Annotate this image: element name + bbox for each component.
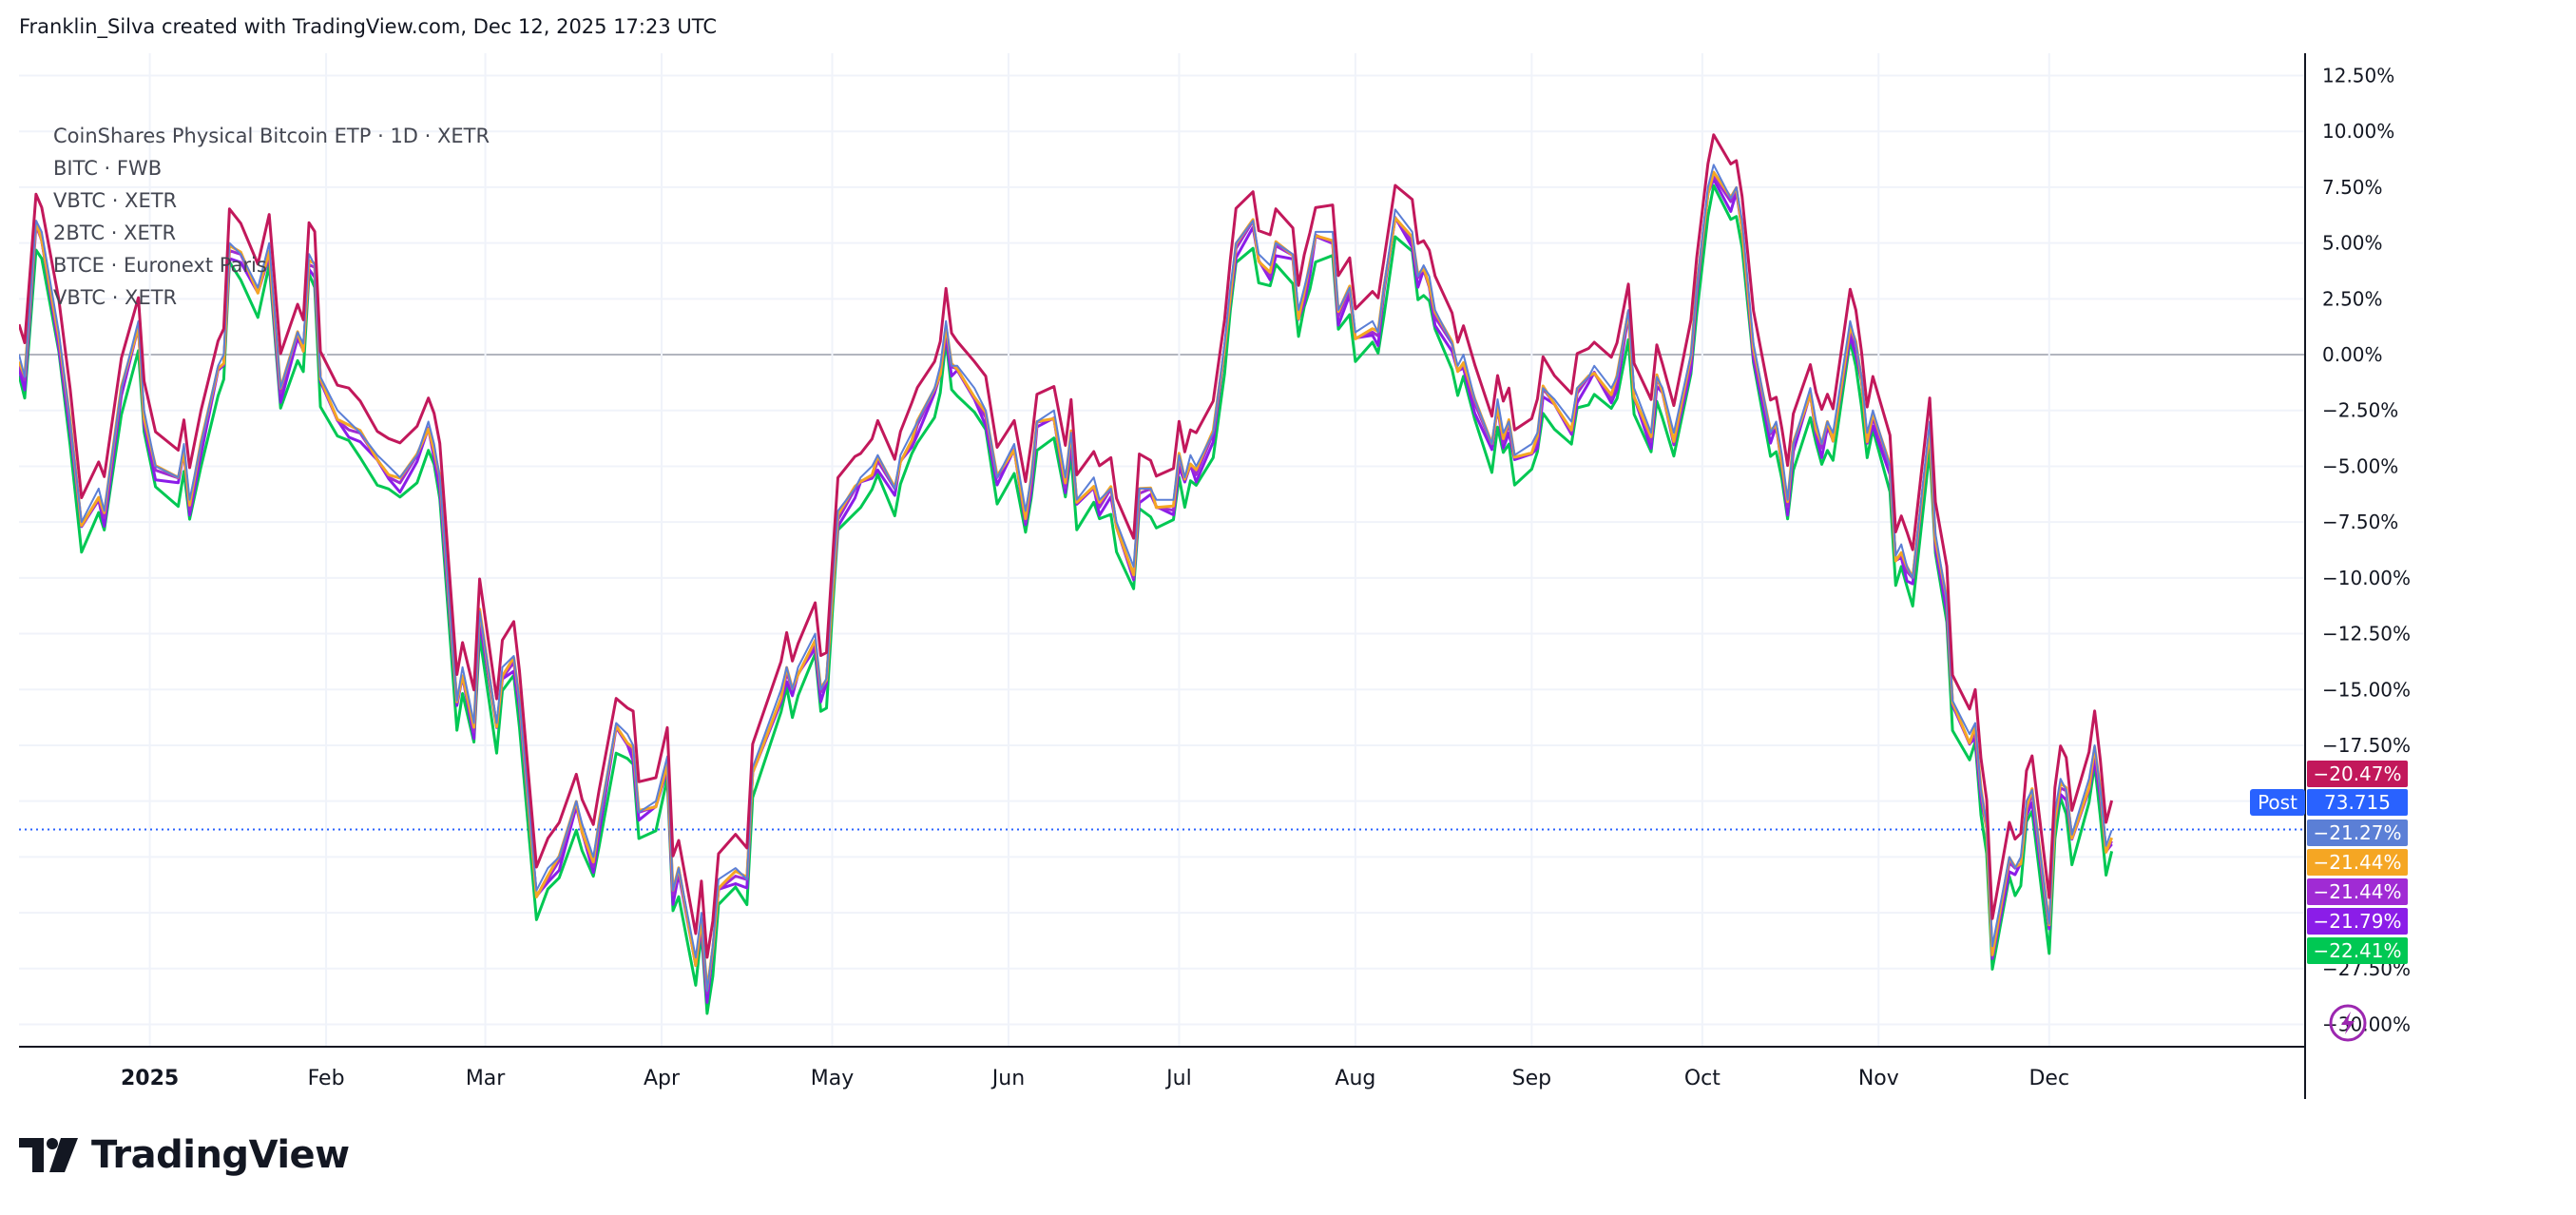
last-value-label: −20.47% (2313, 762, 2401, 785)
legend-item-vbtc[interactable]: VBTC · XETR (53, 189, 178, 212)
y-tick-label: −12.50% (2322, 623, 2411, 646)
y-tick-label: −2.50% (2322, 399, 2398, 422)
y-tick-label: 2.50% (2322, 287, 2383, 310)
axes: 12.50% 10.00% 7.50% 5.00% 2.50% 0.00% −2.50% −5… (19, 53, 2411, 1099)
x-tick-label: Mar (466, 1067, 506, 1090)
y-tick-label: −30.00% (2322, 1013, 2411, 1036)
post-badge (2250, 789, 2305, 816)
x-tick-label: 2025 (121, 1067, 179, 1090)
series-line-2btc (19, 183, 2114, 1015)
y-tick-label: 12.50% (2322, 64, 2394, 87)
x-tick-label: Oct (1684, 1067, 1721, 1090)
y-tick-label: −17.50% (2322, 734, 2411, 757)
lightning-icon[interactable] (2329, 1004, 2367, 1042)
y-tick-label: 0.00% (2322, 343, 2383, 366)
post-value-label: 73.715 (2324, 791, 2391, 814)
y-tick-label: −5.00% (2322, 454, 2398, 477)
x-tick-label: Sep (1512, 1067, 1551, 1090)
last-value-label: −21.27% (2313, 821, 2401, 844)
x-tick-label: Jun (990, 1067, 1025, 1090)
x-tick-label: May (811, 1067, 854, 1090)
last-value-badge (2307, 937, 2408, 964)
tradingview-brand[interactable]: TradingView (19, 1133, 350, 1177)
x-tick-label: Aug (1335, 1067, 1375, 1090)
last-value-badges: −20.47% −21.27% −21.44% −21.44% −21.79% −22.4… (2250, 761, 2408, 1042)
last-value-label: −22.41% (2313, 939, 2401, 962)
grid-lines (19, 53, 2305, 1047)
x-tick-label: Jul (1164, 1067, 1192, 1090)
last-value-badge (2307, 820, 2408, 846)
chart-attribution: Franklin_Silva created with TradingView.… (19, 15, 718, 38)
legend-item-main[interactable]: CoinShares Physical Bitcoin ETP · 1D · X… (53, 125, 490, 147)
legend-item-2btc[interactable]: 2BTC · XETR (53, 222, 177, 244)
x-tick-label: Apr (644, 1067, 681, 1090)
post-badge-label: Post (2258, 791, 2297, 814)
tradingview-wordmark: TradingView (91, 1133, 350, 1177)
last-value-label: −21.79% (2313, 910, 2401, 933)
legend-item-btce[interactable]: BTCE · Euronext Paris (53, 254, 267, 277)
y-tick-label: 10.00% (2322, 120, 2394, 143)
y-tick-label: 5.00% (2322, 232, 2383, 255)
last-value-badge (2307, 761, 2408, 787)
last-value-label: −21.44% (2313, 880, 2401, 903)
last-value-badge (2307, 849, 2408, 876)
x-tick-label: Nov (1858, 1067, 1899, 1090)
last-value-badge (2307, 878, 2408, 905)
last-value-badge (2307, 908, 2408, 935)
y-tick-label: 7.50% (2322, 176, 2383, 199)
legend-item-vbtc-2[interactable]: VBTC · XETR (53, 286, 178, 309)
y-tick-label: −7.50% (2322, 511, 2398, 533)
series-line-btce (19, 133, 2114, 959)
x-tick-label: Dec (2028, 1067, 2069, 1090)
series-line-main (19, 164, 2113, 993)
tradingview-logo-icon (19, 1138, 78, 1172)
chart-legend: CoinShares Physical Bitcoin ETP · 1D · X… (53, 120, 490, 314)
x-tick-label: Feb (308, 1067, 345, 1090)
chart-svg[interactable]: 12.50% 10.00% 7.50% 5.00% 2.50% 0.00% −2.50% −5… (19, 53, 2448, 1099)
y-tick-label: −15.00% (2322, 678, 2411, 701)
legend-item-bitc[interactable]: BITC · FWB (53, 157, 163, 180)
post-value-badge (2307, 789, 2408, 816)
chart-area[interactable]: 12.50% 10.00% 7.50% 5.00% 2.50% 0.00% −2.50% −5… (19, 53, 2448, 1099)
series-lines (19, 133, 2114, 1015)
last-value-label: −21.44% (2313, 851, 2401, 874)
y-tick-label: −10.00% (2322, 567, 2411, 589)
